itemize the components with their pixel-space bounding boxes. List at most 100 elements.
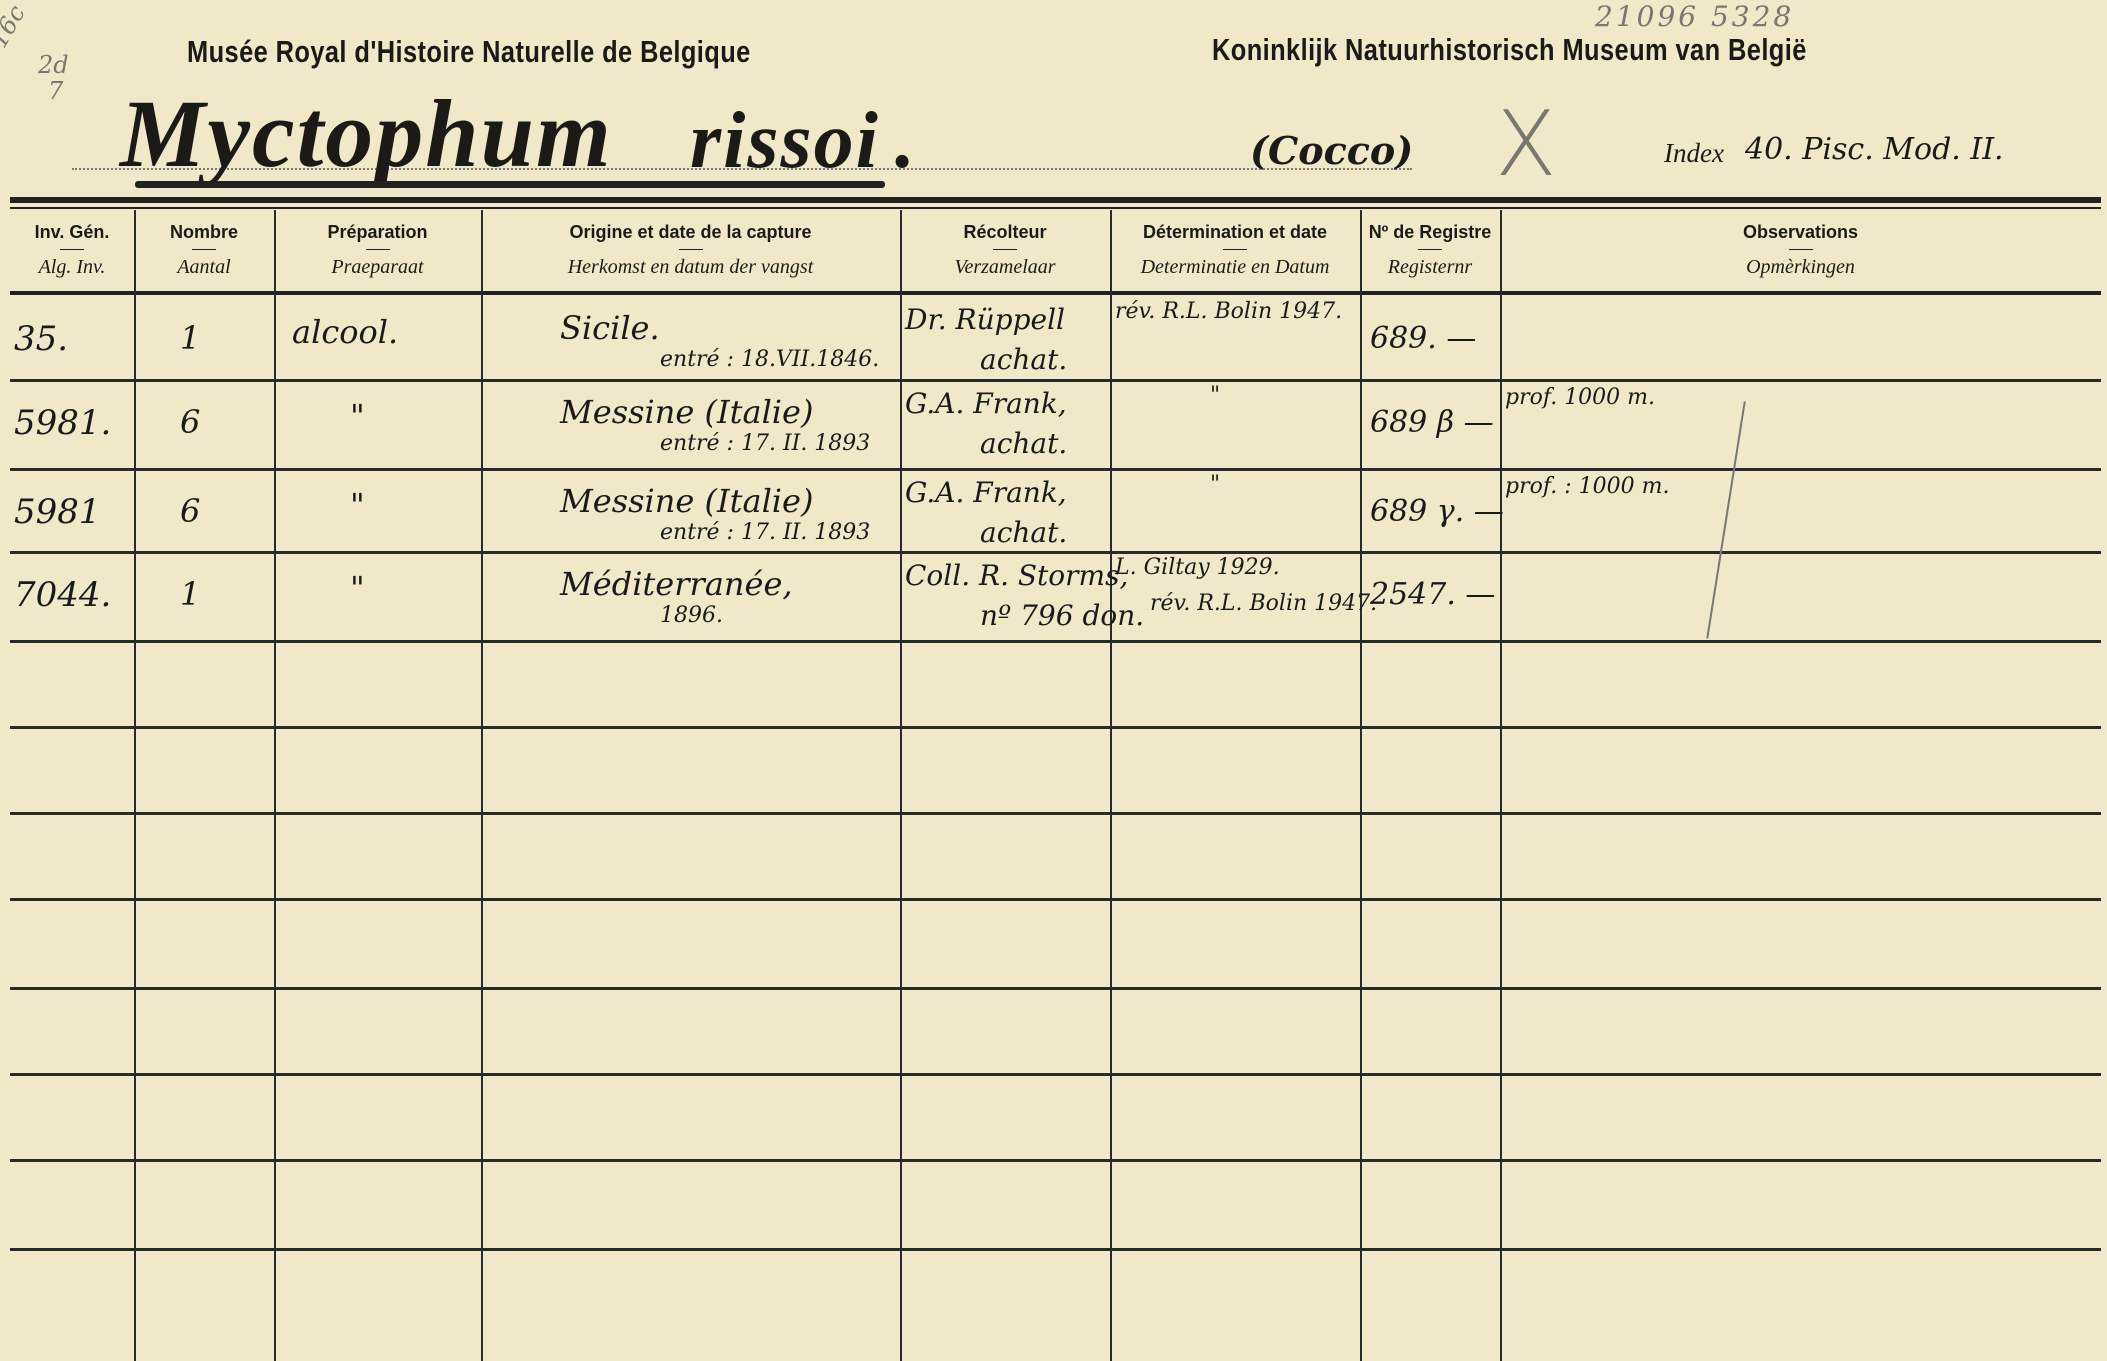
cell-collector: Coll. R. Storms, — [905, 559, 1129, 592]
cell-inv: 5981 — [14, 492, 101, 532]
header-divider-dash — [1223, 249, 1247, 250]
cell-register: 689 β — — [1370, 405, 1494, 440]
cell-obs: prof. 1000 m. — [1505, 385, 1656, 410]
cell-collector: G.A. Frank, — [905, 476, 1067, 509]
pencil-cross-mark: X — [1495, 92, 1557, 197]
column-divider — [481, 210, 483, 1361]
column-divider — [1360, 210, 1362, 1361]
table-row: 35. 1 alcool. Sicile. entré : 18.VII.1846. Dr… — [0, 295, 2107, 379]
column-header-nl: Alg. Inv. — [38, 256, 106, 278]
catalog-number: 21096 5328 — [1595, 0, 1795, 33]
index-value: 40. Pisc. Mod. II. — [1745, 132, 2004, 167]
column-header: Origine et date de la capture Herkomst en… — [481, 210, 900, 293]
column-header: Détermination et date Determinatie en Dat… — [1110, 210, 1360, 293]
header-divider-dash — [1418, 249, 1442, 250]
table-row — [0, 812, 2107, 898]
column-divider — [900, 210, 902, 1361]
table-row — [0, 987, 2107, 1073]
table-top-rule — [10, 197, 2101, 203]
column-divider — [1500, 210, 1502, 1361]
margin-note-pencil: 16c 2d 7 — [0, 0, 69, 105]
cell-origin: Messine (Italie) — [560, 393, 814, 431]
cell-collector: Dr. Rüppell — [905, 303, 1066, 336]
column-header-nl: Opmèrkingen — [1746, 256, 1855, 278]
column-header-fr: Nombre — [169, 222, 238, 242]
margin-note-line: 7 — [48, 77, 64, 105]
column-header-fr: Observations — [1742, 222, 1859, 242]
cell-collector2: nº 796 don. — [980, 599, 1145, 632]
row-divider — [10, 468, 2101, 471]
cell-date: entré : 17. II. 1893 — [660, 520, 871, 545]
column-divider — [1110, 210, 1112, 1361]
column-header: Inv. Gén. Alg. Inv. — [10, 210, 134, 293]
row-divider — [10, 551, 2101, 554]
column-header-fr: Préparation — [327, 222, 428, 242]
table-row — [0, 1159, 2107, 1248]
table-row — [0, 1248, 2107, 1361]
margin-note-line: 2d — [38, 51, 69, 79]
cell-collector2: achat. — [980, 343, 1068, 376]
table-row: 7044. 1 " Méditerranée, 1896. Coll. R. Storms… — [0, 551, 2107, 640]
table-row — [0, 898, 2107, 987]
margin-note-line: 16c — [0, 0, 31, 53]
cell-origin: Méditerranée, — [560, 565, 793, 603]
species-period: . — [895, 97, 917, 185]
row-divider — [10, 640, 2101, 643]
column-header-nl: Herkomst en datum der vangst — [567, 256, 814, 278]
cell-obs: prof. : 1000 m. — [1505, 474, 1670, 499]
species-underline — [135, 181, 885, 188]
column-header: Préparation Praeparaat — [274, 210, 481, 293]
cell-collector: G.A. Frank, — [905, 387, 1067, 420]
institution-name-nl: Koninklijk Natuurhistorisch Museum van B… — [1212, 32, 1807, 67]
species-genus: Myctophum — [120, 80, 613, 187]
cell-nombre: 1 — [180, 319, 201, 357]
header-divider-dash — [1788, 249, 1813, 250]
row-divider — [10, 1248, 2101, 1251]
cell-inv: 5981. — [14, 403, 112, 443]
cell-origin: Messine (Italie) — [560, 482, 814, 520]
column-header-nl: Registernr — [1387, 256, 1473, 278]
header-divider-dash — [993, 249, 1017, 250]
column-divider — [274, 210, 276, 1361]
cell-date: entré : 18.VII.1846. — [660, 347, 880, 372]
cell-determination: L. Giltay 1929. — [1115, 555, 1280, 580]
header-bottom-rule — [10, 291, 2101, 295]
cell-inv: 7044. — [14, 575, 112, 615]
table-row — [0, 726, 2107, 812]
cell-determination2: rév. R.L. Bolin 1947. — [1150, 591, 1378, 616]
column-header-fr: Nº de Registre — [1368, 222, 1492, 242]
column-header-fr: Inv. Gén. — [34, 222, 110, 242]
table-row: 5981 6 " Messine (Italie) entré : 17. II. 18… — [0, 468, 2107, 551]
cell-register: 2547. — — [1370, 577, 1496, 612]
column-header-nl: Aantal — [177, 256, 231, 278]
column-header: Nº de Registre Registernr — [1360, 210, 1500, 293]
cell-prep: " — [350, 397, 365, 435]
cell-determination: " — [1210, 472, 1221, 497]
column-header-fr: Origine et date de la capture — [569, 222, 812, 242]
header-divider-dash — [365, 249, 390, 250]
cell-register: 689 γ. — — [1370, 494, 1504, 529]
cell-date: entré : 17. II. 1893 — [660, 431, 871, 456]
species-author: (Cocco) — [1250, 128, 1414, 173]
institution-name-fr: Musée Royal d'Histoire Naturelle de Belg… — [187, 34, 751, 69]
row-divider — [10, 726, 2101, 729]
cell-nombre: 1 — [180, 575, 201, 613]
column-header: Observations Opmèrkingen — [1500, 210, 2101, 293]
cell-inv: 35. — [14, 319, 69, 359]
row-divider — [10, 1159, 2101, 1162]
cell-prep: " — [350, 486, 365, 524]
species-epithet: rissoi — [690, 97, 880, 185]
table-row — [0, 1073, 2107, 1159]
table-top-rule-thin — [10, 207, 2101, 209]
header-divider-dash — [60, 249, 84, 250]
cell-date: 1896. — [660, 603, 723, 628]
index-label: Index — [1664, 138, 1724, 168]
cell-nombre: 6 — [180, 492, 201, 530]
species-dotted-line — [72, 168, 1412, 170]
column-header: Nombre Aantal — [134, 210, 274, 293]
column-header-fr: Récolteur — [963, 222, 1047, 242]
cell-origin: Sicile. — [560, 309, 660, 347]
table-row — [0, 640, 2107, 726]
cell-nombre: 6 — [180, 403, 201, 441]
row-divider — [10, 898, 2101, 901]
